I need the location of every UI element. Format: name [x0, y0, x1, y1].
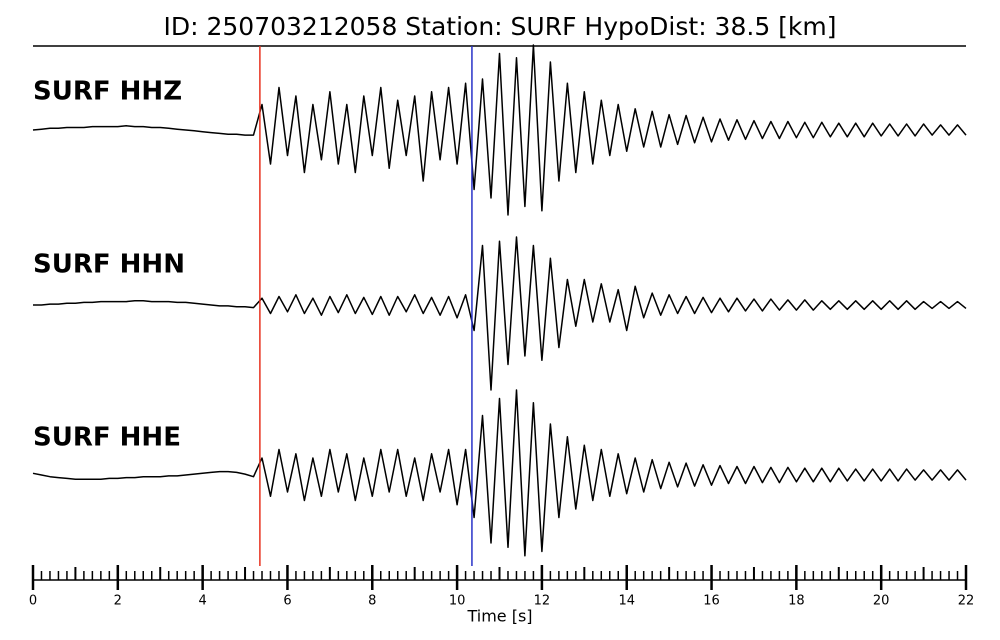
x-axis-label: Time [s] [466, 607, 532, 626]
x-tick-label: 10 [449, 594, 466, 609]
x-tick-label: 4 [198, 594, 206, 609]
waveform [32, 44, 967, 216]
x-tick-label: 12 [534, 594, 551, 609]
x-tick-label: 16 [703, 594, 720, 609]
x-tick-label: 20 [873, 594, 890, 609]
trace-label: SURF HHZ [33, 77, 182, 107]
trace-label: SURF HHE [33, 423, 181, 453]
chart-title: ID: 250703212058 Station: SURF HypoDist:… [163, 12, 836, 41]
x-tick-label: 8 [368, 594, 376, 609]
waveform [33, 236, 967, 391]
x-tick-label: 6 [283, 594, 291, 609]
x-tick-label: 18 [788, 594, 805, 609]
x-tick-label: 22 [958, 594, 975, 609]
trace-label: SURF HHN [33, 250, 185, 280]
x-tick-label: 0 [29, 594, 37, 609]
x-tick-label: 14 [618, 594, 635, 609]
waveform [32, 389, 967, 557]
x-tick-label: 2 [114, 594, 122, 609]
